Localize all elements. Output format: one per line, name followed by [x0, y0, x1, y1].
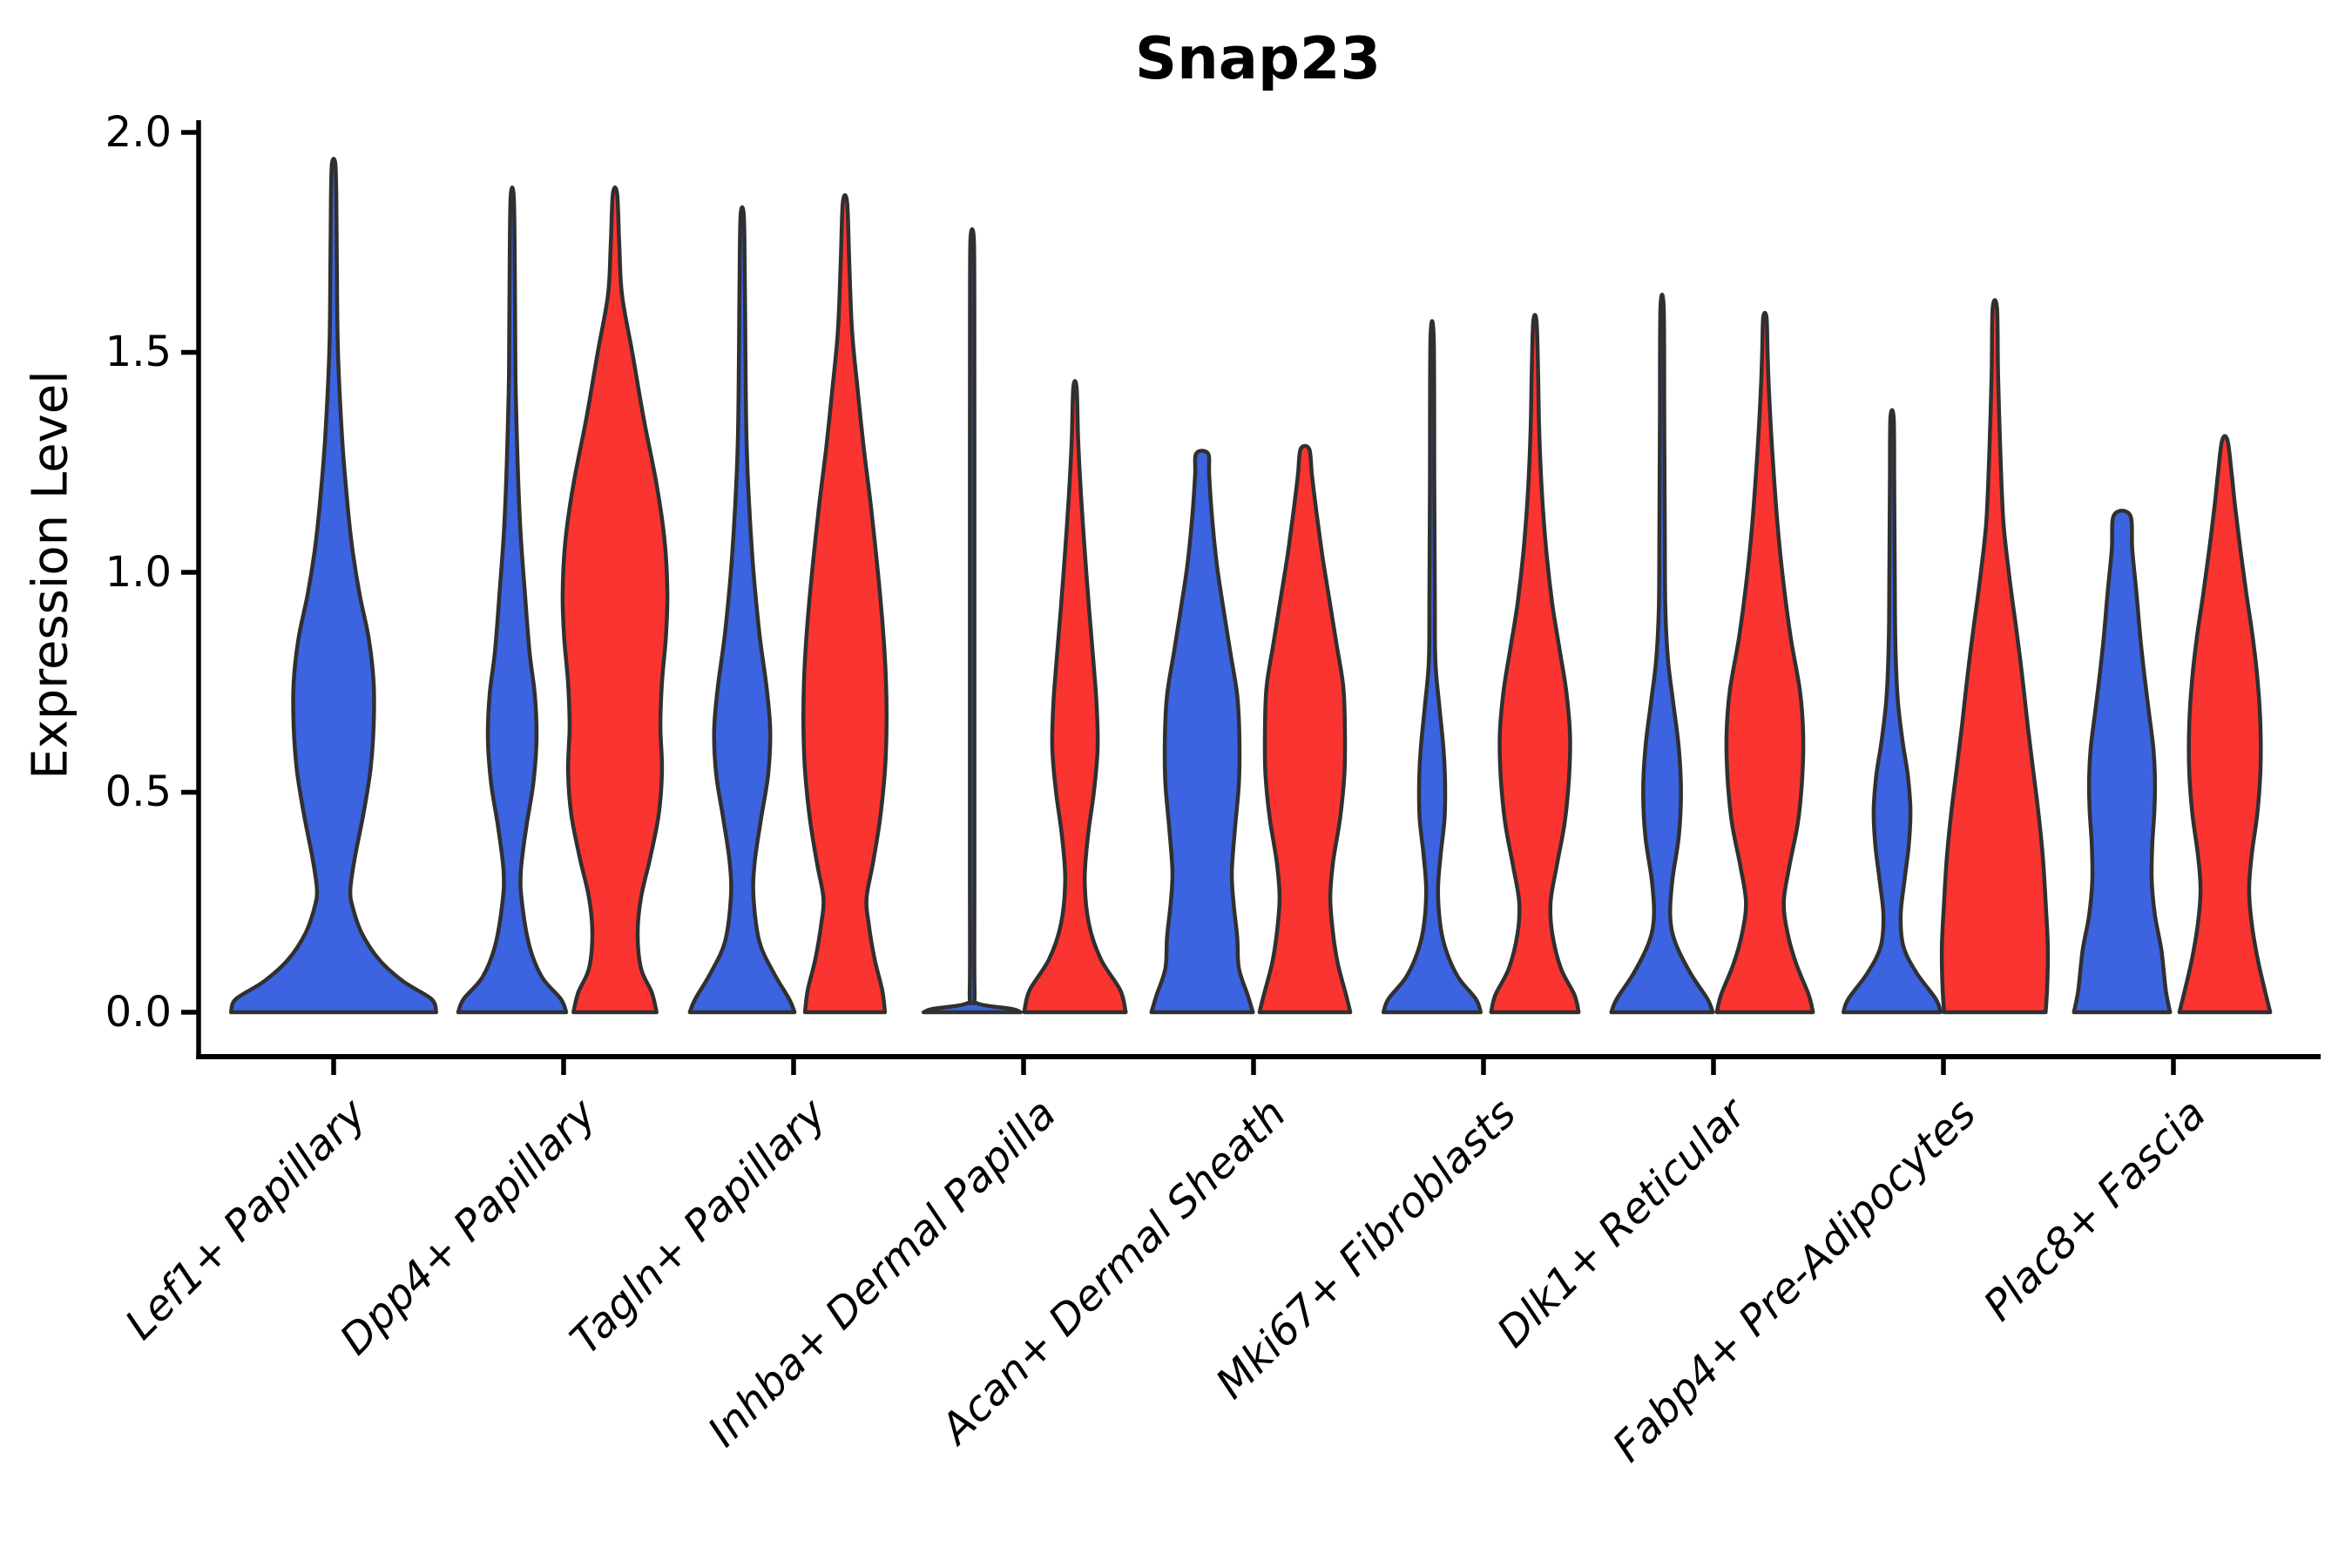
violin-red-7 [1939, 298, 2051, 1015]
violin-blue-5 [1381, 319, 1484, 1015]
y-tick-label-1_5: 1.5 [105, 328, 172, 376]
y-tick-label-0_5: 0.5 [105, 767, 172, 816]
y-tick-label-1_0: 1.0 [105, 548, 172, 597]
chart-title: Snap23 [1134, 24, 1382, 92]
violin-red-3 [1022, 379, 1128, 1015]
violin-red-8 [2177, 434, 2273, 1015]
violin-blue-8 [2072, 509, 2173, 1015]
violin-blue-3 [921, 226, 1024, 1015]
violin-blue-6 [1609, 293, 1715, 1015]
violin-red-6 [1714, 310, 1815, 1015]
violin-blue-1 [456, 185, 569, 1015]
violin-red-5 [1489, 313, 1581, 1015]
violin-red-4 [1257, 443, 1353, 1015]
violin-blue-2 [687, 205, 797, 1015]
violin-red-2 [801, 193, 889, 1015]
violin-red-1 [560, 185, 670, 1015]
y-tick-label-2_0: 2.0 [105, 108, 172, 157]
y-tick-label-0_0: 0.0 [105, 988, 172, 1037]
violin-blue-7 [1841, 408, 1943, 1015]
violin-blue-4 [1149, 449, 1255, 1015]
violin-blue-0 [228, 157, 439, 1015]
